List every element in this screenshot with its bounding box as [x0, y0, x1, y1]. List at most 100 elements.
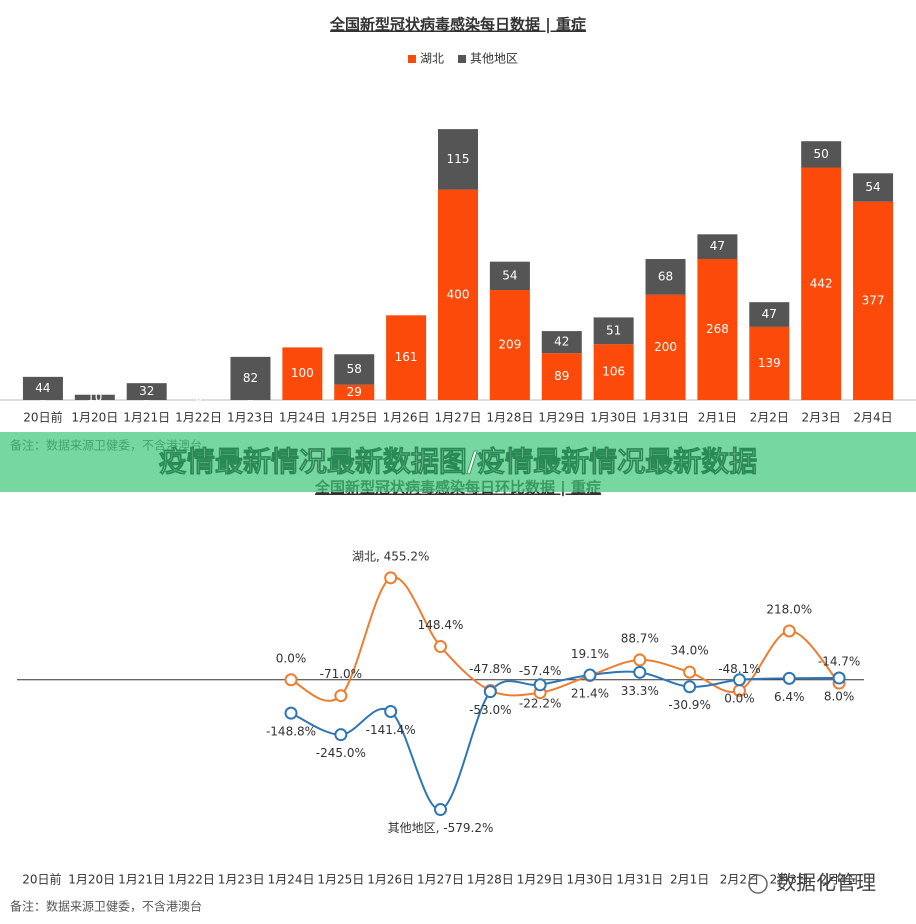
x-tick-label: 1月21日: [118, 873, 165, 887]
data-label: 29: [347, 385, 362, 399]
x-tick-label: 1月22日: [175, 411, 222, 425]
point: [683, 665, 697, 679]
data-label: -22.2%: [519, 696, 561, 710]
data-label: 106: [602, 365, 625, 379]
data-label: -48.1%: [718, 662, 760, 676]
bar-segment: [334, 384, 375, 400]
data-label: 218.0%: [766, 602, 812, 616]
data-label: 21.4%: [571, 687, 609, 701]
bar-segment: [438, 129, 478, 190]
x-tick-label: 1月27日: [417, 873, 464, 887]
point: [782, 624, 796, 638]
x-tick-label: 2月2日: [720, 873, 759, 887]
point: [334, 689, 348, 703]
x-tick-label: 1月29日: [538, 411, 585, 425]
watermark: 数据化管理: [776, 871, 876, 895]
bar-segment: [22, 376, 63, 400]
x-tick-label: 1月20日: [68, 873, 115, 887]
bar-segment: [697, 234, 738, 260]
bar-segment: [593, 344, 634, 400]
data-label: 82: [243, 371, 258, 385]
data-label: 44: [35, 381, 50, 395]
data-label: 377: [862, 293, 885, 307]
x-tick-label: 1月26日: [367, 873, 414, 887]
data-label: 10: [87, 390, 102, 404]
x-tick-label: 1月22日: [168, 873, 215, 887]
bar-segment: [541, 331, 582, 354]
point: [434, 640, 447, 654]
x-tick-label: 1月31日: [642, 411, 689, 425]
x-tick-label: 2月1日: [698, 411, 737, 425]
bar-segment: [282, 347, 323, 400]
legend-swatch: [408, 55, 416, 63]
data-label: -245.0%: [316, 746, 366, 760]
x-tick-label: 1月23日: [227, 411, 274, 425]
data-label: 54: [502, 268, 517, 282]
bar-segment: [593, 317, 634, 345]
data-label: 0.0%: [276, 651, 307, 665]
x-tick-label: 1月25日: [317, 873, 364, 887]
bar-segment: [801, 141, 842, 168]
bar-segment: [749, 302, 790, 327]
point: [384, 571, 398, 585]
point: [782, 671, 796, 685]
data-label: 47: [762, 307, 777, 321]
data-label: 0: [195, 391, 203, 405]
data-label: 268: [706, 322, 729, 336]
x-tick-label: 1月30日: [590, 411, 637, 425]
point: [683, 680, 697, 694]
data-label: -14.7%: [818, 655, 860, 669]
data-label: 其他地区, -579.2%: [388, 821, 494, 835]
data-label: -53.0%: [469, 703, 511, 717]
x-tick-label: 1月24日: [268, 873, 315, 887]
x-tick-label: 2月3日: [770, 873, 809, 887]
data-label: 51: [606, 323, 621, 337]
data-label: 442: [810, 276, 833, 290]
x-tick-label: 2月3日: [802, 411, 841, 425]
x-tick-label: 1月21日: [123, 411, 170, 425]
x-tick-label: 1月25日: [331, 411, 378, 425]
point: [284, 706, 298, 720]
x-tick-label: 2月1日: [670, 873, 709, 887]
data-label: 47: [710, 239, 725, 253]
x-tick-label: 1月23日: [218, 873, 265, 887]
point: [633, 665, 647, 679]
point: [633, 653, 647, 667]
data-label: -141.4%: [366, 723, 416, 737]
data-label: -71.0%: [320, 667, 362, 681]
bar-segment: [853, 173, 894, 202]
point: [832, 671, 846, 685]
x-tick-label: 20日前: [23, 410, 62, 425]
x-tick-label: 1月29日: [517, 873, 564, 887]
chart-title: 全国新型冠状病毒感染每日数据 | 重症: [329, 16, 586, 35]
bar-segment: [334, 354, 375, 385]
x-tick-label: 1月31日: [616, 873, 663, 887]
x-tick-label: 1月28日: [486, 411, 533, 425]
x-tick-label: 2月4日: [853, 411, 892, 425]
point: [434, 803, 447, 817]
point: [483, 685, 497, 699]
point: [533, 678, 547, 692]
x-tick-label: 2月4日: [819, 873, 858, 887]
bar-segment: [801, 167, 842, 400]
banner-text: 疫情最新情况最新数据图/疫情最新情况最新数据: [159, 445, 757, 478]
x-tick-label: 20日前: [22, 872, 61, 887]
bar-segment: [489, 261, 530, 291]
data-label: -30.9%: [668, 698, 710, 712]
data-label: 209: [498, 338, 521, 352]
data-label: -57.4%: [519, 664, 561, 678]
data-label: 54: [865, 180, 880, 194]
data-label: 115: [447, 152, 470, 166]
data-label: 34.0%: [671, 644, 709, 658]
bar-segment: [386, 315, 427, 400]
bar-segment: [645, 294, 686, 400]
x-tick-label: 1月20日: [71, 411, 118, 425]
data-label: 42: [554, 335, 569, 349]
data-label: 400: [447, 287, 470, 301]
bar-segment: [230, 356, 271, 400]
legend-label: 湖北: [420, 51, 444, 66]
data-label: 161: [395, 350, 418, 364]
data-label: 200: [654, 340, 677, 354]
data-label: 6.4%: [774, 690, 805, 704]
